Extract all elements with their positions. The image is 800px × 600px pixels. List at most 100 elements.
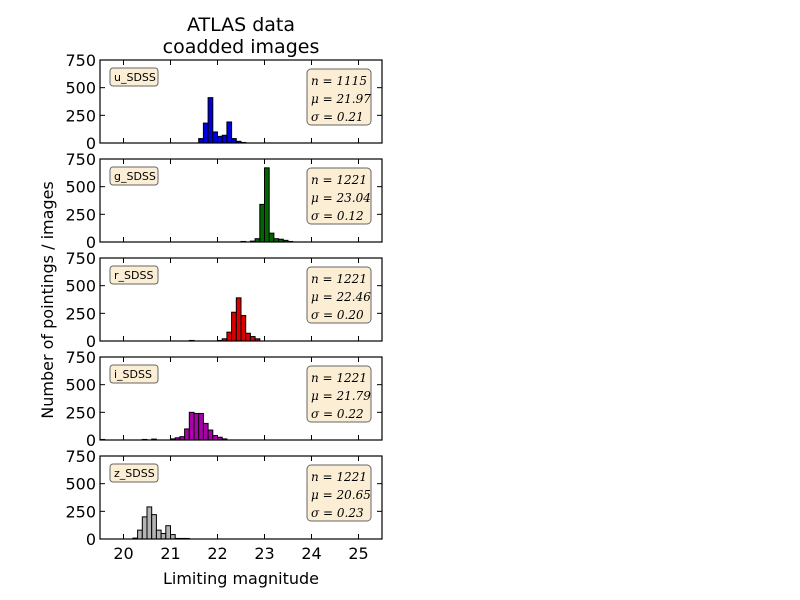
histogram-bar (198, 412, 204, 441)
histogram-bar (198, 138, 204, 144)
stat-n: n = 1221 (311, 371, 367, 385)
histogram-bar (146, 506, 153, 540)
histogram-bar (221, 134, 228, 144)
histogram-bar (268, 232, 275, 243)
stat-n: n = 1221 (311, 470, 367, 484)
panel-g-sdss: 0 250 500 750 g_SDSS n = 1221 μ = 23.04 σ = 0.1… (65, 150, 383, 252)
y-tick-label: 250 (65, 106, 96, 125)
band-label: r_SDSS (114, 269, 153, 282)
histogram-bar (165, 525, 172, 540)
histogram-bar (217, 135, 223, 144)
x-tick-label: 22 (207, 544, 227, 563)
band-label: g_SDSS (114, 170, 156, 183)
stat-sigma: σ = 0.23 (311, 506, 364, 520)
y-tick-label: 500 (65, 475, 96, 494)
histogram-bar (160, 532, 167, 540)
histogram-bar (249, 336, 256, 342)
histogram-bar (226, 331, 233, 342)
y-tick-label: 750 (65, 51, 96, 70)
stat-sigma: σ = 0.22 (311, 407, 364, 421)
stat-mean: μ = 21.79 (311, 389, 371, 403)
y-tick-label: 0 (86, 332, 96, 351)
histogram-bar (226, 121, 233, 144)
panel-z-sdss: 0 250 500 750 z_SDSS n = 1221 μ = 20.65 σ = 0.2… (65, 447, 383, 549)
stats-box (306, 167, 372, 225)
y-tick-label: 0 (86, 530, 96, 549)
histogram-bar (207, 429, 214, 441)
histogram-bar (264, 167, 270, 243)
histogram-bar (193, 412, 200, 441)
x-tick-label: 21 (160, 544, 180, 563)
y-tick-label: 250 (65, 403, 96, 422)
band-label: i_SDSS (114, 368, 152, 381)
axes-frame (99, 158, 383, 243)
histogram-bar (202, 422, 209, 441)
y-tick-label: 750 (65, 150, 96, 169)
y-axis-label: Number of pointings / images (38, 181, 57, 418)
stats-box (306, 464, 372, 522)
histogram-bar (188, 411, 195, 441)
stat-mean: μ = 20.65 (311, 488, 371, 502)
stat-mean: μ = 22.46 (311, 290, 371, 304)
chart-title-line-2: coadded images (163, 36, 320, 58)
stat-sigma: σ = 0.12 (311, 209, 364, 223)
stat-mean: μ = 21.97 (311, 92, 371, 106)
chart-title-line-1: ATLAS data (187, 14, 295, 36)
stat-n: n = 1221 (311, 173, 367, 187)
y-tick-label: 500 (65, 376, 96, 395)
histogram-bar (212, 435, 219, 441)
stats-box (306, 266, 372, 324)
stat-n: n = 1221 (311, 272, 367, 286)
y-tick-label: 0 (86, 134, 96, 153)
x-tick-labels: 20 21 22 23 24 25 (113, 544, 368, 563)
axes-frame (99, 59, 383, 144)
y-tick-label: 0 (86, 431, 96, 450)
band-label: u_SDSS (114, 71, 156, 84)
stat-mean: μ = 23.04 (311, 191, 371, 205)
axes-frame (99, 356, 383, 441)
y-tick-label: 250 (65, 304, 96, 323)
y-tick-label: 500 (65, 178, 96, 197)
y-tick-label: 0 (86, 233, 96, 252)
histogram-bar (207, 97, 214, 144)
x-tick-label: 23 (254, 544, 274, 563)
band-label-box (109, 364, 159, 384)
stats-box (306, 68, 372, 126)
panel-i-sdss: 0 250 500 750 i_SDSS n = 1221 μ = 21.79 σ = 0.2… (65, 348, 383, 450)
band-label-box (109, 265, 159, 285)
y-tick-label: 500 (65, 277, 96, 296)
x-tick-label: 25 (348, 544, 368, 563)
panel-u-sdss: 0 250 500 750 u_SDSS n = 1115 μ = 21.97 σ = 0.2… (65, 51, 383, 153)
band-label-box (109, 463, 159, 483)
x-tick-label: 24 (301, 544, 321, 563)
y-tick-label: 750 (65, 348, 96, 367)
stat-sigma: σ = 0.21 (311, 110, 364, 124)
histogram-bar (170, 534, 176, 540)
y-tick-label: 750 (65, 447, 96, 466)
histogram-bar (151, 514, 157, 540)
histogram-bar (184, 428, 190, 441)
axes-frame (99, 455, 383, 540)
histogram-bar (141, 516, 148, 540)
histogram-bar (137, 529, 143, 540)
y-tick-label: 250 (65, 502, 96, 521)
stat-n: n = 1115 (311, 74, 367, 88)
histogram-bar (259, 203, 265, 243)
y-tick-label: 750 (65, 249, 96, 268)
panels-group: 0 250 500 750 u_SDSS n = 1115 μ = 21.97 σ = 0.2… (65, 51, 383, 549)
panel-r-sdss: 0 250 500 750 r_SDSS n = 1221 μ = 22.46 σ = 0.2… (65, 249, 383, 351)
x-axis-label: Limiting magnitude (163, 569, 319, 588)
histogram-bar (240, 315, 247, 342)
stats-box (306, 365, 372, 423)
y-tick-label: 500 (65, 79, 96, 98)
band-label-box (109, 166, 159, 186)
histogram-bar (235, 297, 242, 342)
histogram-bar (231, 311, 237, 342)
band-label: z_SDSS (114, 467, 155, 480)
axes-frame (99, 257, 383, 342)
histogram-bar (202, 122, 209, 144)
y-tick-label: 250 (65, 205, 96, 224)
histogram-bar (212, 131, 219, 144)
histogram-bar (155, 529, 162, 540)
